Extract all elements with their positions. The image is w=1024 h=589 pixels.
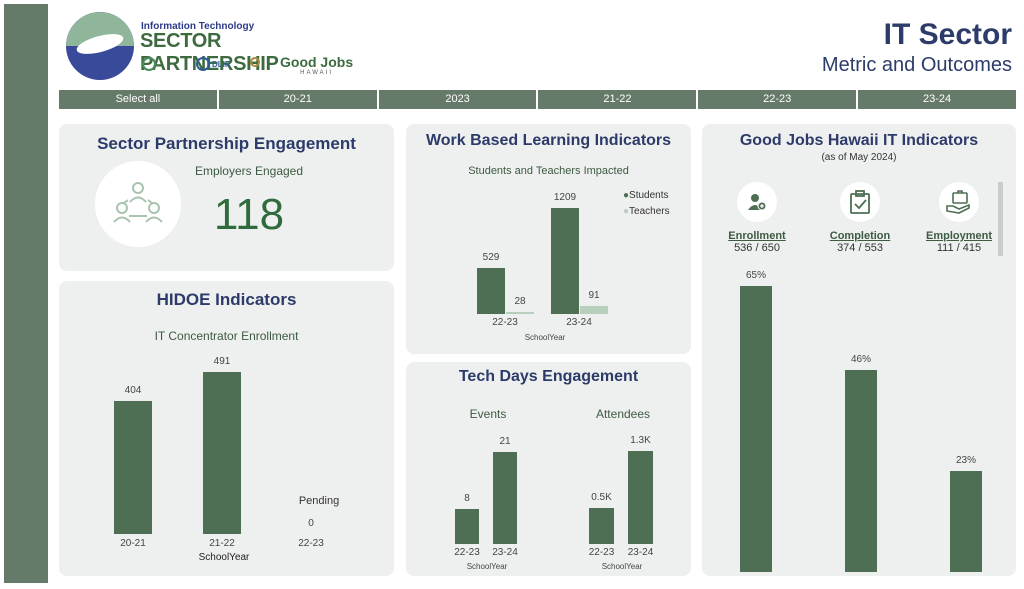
chart-bar: [740, 286, 772, 572]
logo-line1: Information Technology: [141, 21, 255, 32]
indicator-enrollment[interactable]: Enrollment 536 / 650: [722, 182, 792, 254]
tick-label: 22-23: [454, 547, 480, 558]
data-label: 23%: [955, 455, 976, 466]
tick-label: 23-24: [627, 547, 654, 558]
filter-22-23[interactable]: 22-23: [698, 90, 857, 109]
events-label: Events: [469, 407, 507, 421]
data-label: 0: [308, 518, 314, 529]
indicator-label: Enrollment: [728, 230, 786, 242]
filter-2023[interactable]: 2023: [378, 90, 537, 109]
partner-seal-icon: [142, 57, 156, 71]
partner-logo-3: [250, 57, 260, 67]
techdays-title: Tech Days Engagement: [458, 368, 639, 385]
data-label: 91: [588, 290, 600, 301]
wbl-title: Work Based Learning Indicators: [425, 132, 672, 149]
indicator-completion[interactable]: Completion 374 / 553: [825, 182, 895, 254]
add-user-icon: [737, 182, 777, 222]
wbl-subtitle: Students and Teachers Impacted: [468, 165, 629, 177]
engagement-label: Employers Engaged: [194, 164, 304, 178]
indicator-value: 536 / 650: [734, 242, 780, 254]
attendees-axis-title: SchoolYear: [601, 562, 643, 571]
engagement-title: Sector Partnership Engagement: [97, 134, 356, 153]
data-label: 0.5K: [591, 492, 612, 503]
data-label: 65%: [745, 270, 766, 281]
chart-bar: [506, 312, 534, 314]
techdays-card: Tech Days Engagement Events Attendees Sc…: [406, 362, 691, 576]
year-filter-bar: Select all 20-21 2023 21-22 22-23 23-24: [59, 90, 1016, 109]
partner-logo-1: [142, 57, 156, 71]
chart-bar: [628, 451, 653, 544]
pending-label: Pending: [298, 495, 340, 507]
briefcase-hand-icon: [939, 182, 979, 222]
side-nav-bar: [4, 4, 48, 583]
legend-teachers: ●Teachers: [623, 206, 670, 217]
indicator-label: Employment: [925, 230, 992, 242]
engagement-value: 118: [213, 190, 285, 239]
seal-icon: [250, 57, 260, 67]
hidoe-subtitle: IT Concentrator Enrollment: [154, 329, 299, 343]
data-label: 28: [514, 296, 526, 307]
partner-logo-dlir: DLIR: [196, 57, 231, 71]
data-label: 529: [482, 252, 500, 263]
attendees-label: Attendees: [595, 407, 651, 421]
filter-21-22[interactable]: 21-22: [538, 90, 697, 109]
chart-bar: [950, 471, 982, 572]
hidoe-card: HIDOE Indicators IT Concentrator Enrollm…: [59, 281, 394, 576]
tick-label: 20-21: [120, 538, 146, 549]
dlir-icon: [196, 57, 210, 71]
chart-bar: [580, 306, 608, 314]
clipboard-check-icon: [840, 182, 880, 222]
page-title: IT Sector: [883, 18, 1012, 51]
data-label: 1.3K: [630, 435, 651, 446]
engagement-card: Sector Partnership Engagement Employers …: [59, 124, 394, 271]
chart-bar: [845, 370, 877, 572]
tick-label: 21-22: [209, 538, 235, 549]
tick-label: 23-24: [566, 317, 592, 328]
hands-logo-icon: [66, 12, 134, 80]
data-label: 21: [499, 436, 511, 447]
indicator-value: 374 / 553: [837, 242, 883, 254]
data-label: 404: [124, 385, 142, 396]
chart-bar: [493, 452, 517, 544]
wbl-axis-title: SchoolYear: [524, 333, 566, 342]
tick-label: 22-23: [492, 317, 518, 328]
data-label: 46%: [850, 354, 871, 365]
chart-bar: [455, 509, 479, 544]
legend-students: ●Students: [623, 190, 669, 201]
scrollbar[interactable]: [998, 182, 1003, 256]
data-label: 491: [213, 356, 231, 367]
goodjobs-card: Good Jobs Hawaii IT Indicators (as of Ma…: [702, 124, 1016, 576]
hidoe-axis-title: SchoolYear: [198, 552, 250, 563]
goodjobs-title: Good Jobs Hawaii IT Indicators: [739, 132, 979, 149]
tick-label: 22-23: [298, 538, 324, 549]
indicator-value: 111 / 415: [936, 242, 982, 254]
data-label: 8: [464, 493, 470, 504]
tick-label: 23-24: [492, 547, 518, 558]
tick-label: 22-23: [588, 547, 615, 558]
filter-select-all[interactable]: Select all: [59, 90, 217, 109]
indicator-label: Completion: [829, 230, 891, 242]
people-network-icon: [95, 161, 181, 247]
page-subtitle: Metric and Outcomes: [821, 54, 1012, 76]
goodjobs-subtitle: (as of May 2024): [821, 152, 897, 163]
data-label: 1209: [553, 192, 577, 203]
chart-bar: [551, 208, 579, 314]
goodjobs-logo: Good Jobs HAWAII: [280, 54, 354, 76]
filter-23-24[interactable]: 23-24: [858, 90, 1016, 109]
events-axis-title: SchoolYear: [466, 562, 508, 571]
indicator-employment[interactable]: Employment 111 / 415: [924, 182, 994, 254]
hidoe-title: HIDOE Indicators: [156, 290, 297, 309]
chart-bar: [589, 508, 614, 544]
chart-bar: [114, 401, 152, 534]
filter-20-21[interactable]: 20-21: [218, 90, 377, 109]
chart-bar: [477, 268, 505, 314]
wbl-card: Work Based Learning Indicators Students …: [406, 124, 691, 354]
chart-bar: [203, 372, 241, 534]
sector-partnership-logo: Information Technology SECTOR PARTNERSHI…: [64, 10, 354, 85]
